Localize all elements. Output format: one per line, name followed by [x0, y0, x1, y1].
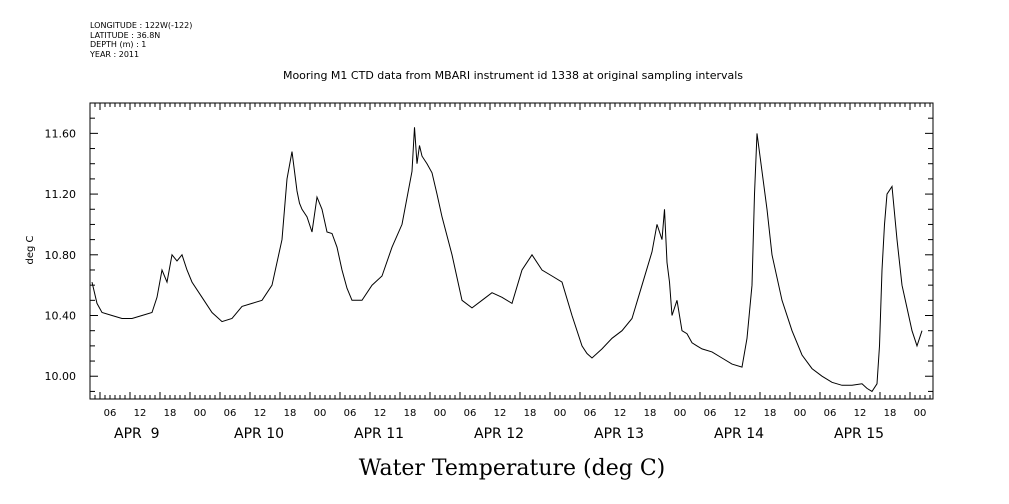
x-axis-label: Water Temperature (deg C) [359, 456, 666, 481]
x-tick-label: 12 [734, 408, 747, 419]
date-label: APR 10 [234, 426, 284, 442]
x-tick-label: 00 [314, 408, 327, 419]
x-tick-label: 00 [194, 408, 207, 419]
y-tick-label: 11.60 [45, 127, 77, 140]
latitude-label: LATITUDE : 36.8N [90, 30, 161, 40]
x-tick-label: 18 [764, 408, 777, 419]
x-tick-label: 06 [104, 408, 117, 419]
x-tick-label: 12 [134, 408, 147, 419]
y-axis-label: deg C [25, 235, 36, 264]
x-tick-label: 06 [584, 408, 597, 419]
x-tick-label: 00 [674, 408, 687, 419]
x-tick-label: 00 [434, 408, 447, 419]
x-tick-labels: 06 12 18 00 06 12 18 00 06 12 18 00 06 12 18 00 06 12 18 00… [104, 408, 927, 419]
date-label: APR 9 [114, 426, 160, 442]
axis-ticks [89, 102, 933, 399]
x-tick-label: 06 [704, 408, 717, 419]
depth-label: DEPTH (m) : 1 [90, 40, 147, 49]
station-metadata: LONGITUDE : 122W(-122) LATITUDE : 36.8N … [90, 21, 192, 59]
date-label: APR 12 [474, 426, 524, 442]
y-tick-labels: 10.00 10.40 10.80 11.20 11.60 [45, 127, 77, 383]
date-label: APR 13 [594, 426, 644, 442]
x-tick-label: 12 [854, 408, 867, 419]
series-line-water-temperature [91, 127, 923, 393]
chart-title: Mooring M1 CTD data from MBARI instrumen… [283, 69, 743, 82]
longitude-label: LONGITUDE : 122W(-122) [90, 21, 193, 30]
x-tick-label: 06 [824, 408, 837, 419]
x-tick-label: 18 [164, 408, 177, 419]
x-tick-label: 18 [524, 408, 537, 419]
y-tick-label: 10.80 [45, 249, 77, 262]
x-tick-label: 00 [554, 408, 567, 419]
x-tick-label: 06 [224, 408, 237, 419]
x-tick-label: 18 [404, 408, 417, 419]
x-tick-label: 12 [494, 408, 507, 419]
x-tick-label: 12 [374, 408, 387, 419]
x-tick-label: 12 [614, 408, 627, 419]
y-tick-label: 10.00 [45, 370, 77, 383]
x-tick-label: 18 [644, 408, 657, 419]
x-tick-label: 00 [794, 408, 807, 419]
year-label: YEAR : 2011 [90, 49, 140, 59]
date-label: APR 15 [834, 426, 884, 442]
x-tick-label: 18 [884, 408, 897, 419]
y-tick-label: 10.40 [45, 310, 77, 323]
x-tick-label: 06 [344, 408, 357, 419]
date-label: APR 11 [354, 426, 404, 442]
date-label: APR 14 [714, 426, 764, 442]
plot-frame [89, 102, 934, 400]
x-tick-label: 00 [914, 408, 927, 419]
date-labels: APR 9 APR 10 APR 11 APR 12 APR 13 APR 14 APR 1… [114, 426, 884, 442]
x-tick-label: 06 [464, 408, 477, 419]
y-tick-label: 11.20 [45, 188, 77, 201]
x-tick-label: 18 [284, 408, 297, 419]
x-tick-label: 12 [254, 408, 267, 419]
